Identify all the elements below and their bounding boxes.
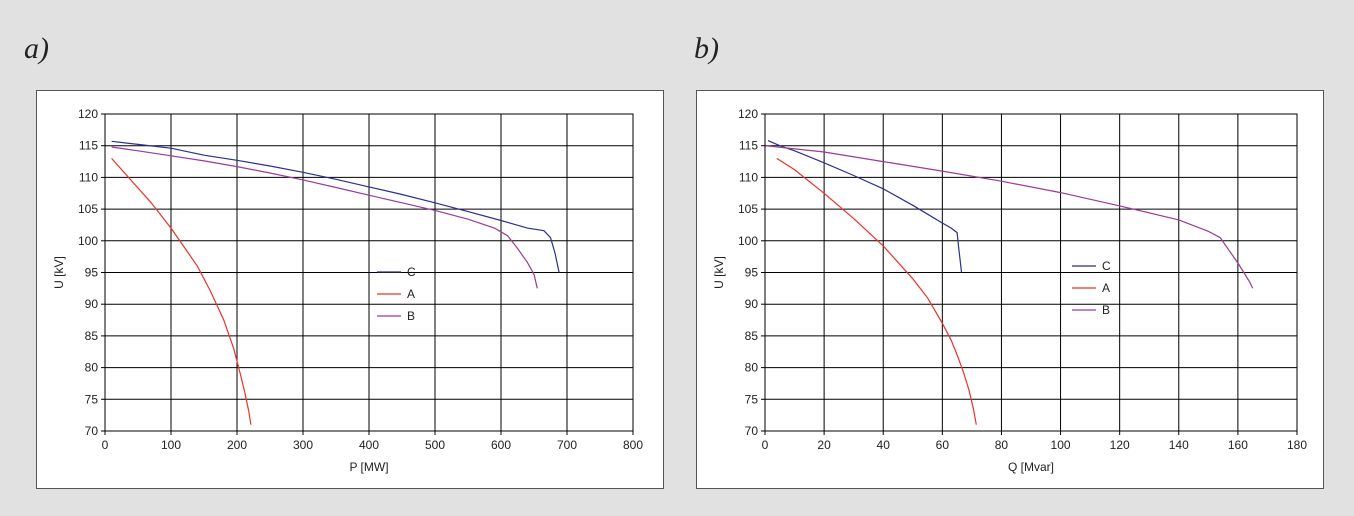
chart-b-legend-label-C: C <box>1102 259 1111 273</box>
chart-a-xtick-label-2: 200 <box>227 438 247 452</box>
chart-a-frame: 0 100 200 300 400 500 600 700 800 70 75 80 85 90 95 100… <box>36 90 664 489</box>
chart-a-xtick-label-1: 100 <box>161 438 181 452</box>
chart-b-xtick-label-5: 100 <box>1051 438 1071 452</box>
chart-b-xtick-label-1: 20 <box>817 438 831 452</box>
chart-b-xtick-label-2: 40 <box>877 438 891 452</box>
chart-a-xtick-label-4: 400 <box>359 438 379 452</box>
chart-a-ytick-label-0: 70 <box>85 424 99 438</box>
chart-b-y-axis-title: U [kV] <box>712 256 726 289</box>
chart-a-ytick-label-4: 90 <box>85 297 99 311</box>
chart-b-ytick-label-4: 90 <box>745 297 759 311</box>
chart-a-xtick-label-0: 0 <box>102 438 109 452</box>
chart-a-plot-border <box>104 113 634 432</box>
panel-label-b: b) <box>694 32 719 65</box>
chart-b-legend-label-B: B <box>1102 303 1110 317</box>
chart-a-xtick-label-7: 700 <box>557 438 577 452</box>
chart-b-series-C-line <box>767 140 963 273</box>
chart-a-legend-label-C: C <box>407 265 416 279</box>
chart-b-frame: 0 20 40 60 80 100 120 140 160 180 70 75 80 85 90 95 100 1… <box>696 90 1324 489</box>
chart-b-xtick-label-6: 120 <box>1110 438 1130 452</box>
chart-b-ytick-label-3: 85 <box>745 329 759 343</box>
chart-a-ytick-label-10: 120 <box>78 107 98 121</box>
chart-b-ytick-label-5: 95 <box>745 266 759 280</box>
chart-b-series-A-line <box>776 157 977 425</box>
chart-b-xtick-label-7: 140 <box>1169 438 1189 452</box>
chart-b-ytick-label-8: 110 <box>739 170 758 184</box>
chart-b-ytick-label-2: 80 <box>745 361 759 375</box>
chart-a-ytick-label-3: 85 <box>85 329 99 343</box>
chart-a-ytick-label-2: 80 <box>85 361 99 375</box>
chart-a: 0 100 200 300 400 500 600 700 800 70 75 80 85 90 95 100… <box>52 107 643 474</box>
chart-b-ytick-label-1: 75 <box>745 392 759 406</box>
chart-a-xtick-label-8: 800 <box>623 438 643 452</box>
chart-a-xtick-label-3: 300 <box>293 438 313 452</box>
chart-a-legend-label-B: B <box>407 309 415 323</box>
chart-b-xtick-label-8: 160 <box>1228 438 1248 452</box>
chart-b-ytick-label-9: 115 <box>739 139 758 153</box>
chart-a-series-B-line <box>111 146 538 289</box>
panel-label-a: a) <box>24 32 49 65</box>
chart-a-series-C-line <box>111 140 560 273</box>
chart-b-legend-label-A: A <box>1102 281 1110 295</box>
chart-b-x-axis-title: Q [Mvar] <box>1008 460 1054 474</box>
chart-b-series-B-line <box>764 145 1254 289</box>
chart-b: 0 20 40 60 80 100 120 140 160 180 70 75 80 85 90 95 100 1… <box>712 107 1307 474</box>
chart-a-x-axis-title: P [MW] <box>349 460 388 474</box>
chart-a-xtick-label-6: 600 <box>491 438 511 452</box>
chart-a-ytick-label-9: 115 <box>79 139 98 153</box>
chart-a-legend-label-A: A <box>407 287 415 301</box>
chart-b-ytick-label-7: 105 <box>738 202 758 216</box>
chart-a-ytick-label-1: 75 <box>85 392 99 406</box>
chart-b-plot-border <box>764 113 1298 432</box>
chart-b-ytick-label-10: 120 <box>738 107 758 121</box>
chart-b-xtick-label-4: 80 <box>995 438 1009 452</box>
chart-b-xtick-label-0: 0 <box>762 438 769 452</box>
chart-b-ytick-label-6: 100 <box>738 234 758 248</box>
chart-a-y-axis-title: U [kV] <box>52 256 66 289</box>
chart-a-ytick-label-8: 110 <box>79 170 98 184</box>
chart-b-xtick-label-3: 60 <box>936 438 950 452</box>
chart-a-ytick-label-7: 105 <box>78 202 98 216</box>
chart-b-ytick-label-0: 70 <box>745 424 759 438</box>
chart-a-series-A-line <box>111 158 252 425</box>
chart-a-ytick-label-5: 95 <box>85 266 99 280</box>
chart-a-ytick-label-6: 100 <box>78 234 98 248</box>
chart-b-xtick-label-9: 180 <box>1287 438 1307 452</box>
chart-a-xtick-label-5: 500 <box>425 438 445 452</box>
